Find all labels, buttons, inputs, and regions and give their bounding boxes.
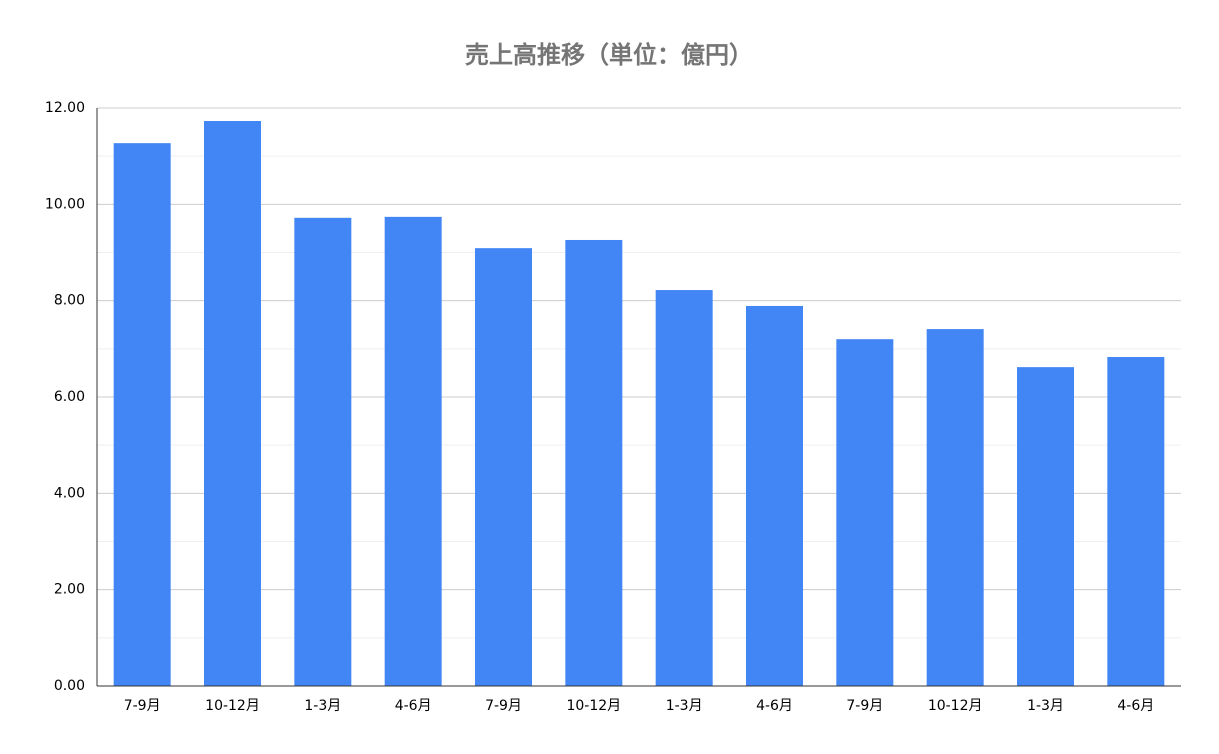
y-tick-label: 8.00: [54, 293, 85, 309]
bar: [475, 248, 532, 687]
x-tick-label: 1-3月: [1027, 698, 1064, 714]
y-tick-label: 10.00: [45, 196, 85, 212]
x-tick-label: 1-3月: [666, 698, 703, 714]
x-tick-label: 7-9月: [485, 698, 522, 714]
bar: [655, 290, 713, 686]
bar: [204, 121, 261, 686]
x-tick-label: 4-6月: [1117, 698, 1154, 714]
x-tick-label: 1-3月: [304, 698, 341, 714]
bar: [384, 216, 442, 686]
x-tick-label: 10-12月: [566, 698, 621, 714]
x-tick-label: 4-6月: [756, 698, 793, 714]
bar: [926, 329, 984, 686]
x-tick-label: 7-9月: [846, 698, 883, 714]
x-tick-label: 10-12月: [205, 698, 260, 714]
bar: [1017, 367, 1074, 686]
y-tick-label: 2.00: [54, 582, 85, 598]
x-tick-label: 4-6月: [395, 698, 432, 714]
bar: [1107, 357, 1165, 686]
y-tick-label: 6.00: [54, 389, 85, 405]
y-tick-label: 0.00: [54, 678, 85, 694]
y-tick-label: 12.00: [45, 100, 85, 116]
bar: [565, 239, 623, 686]
bar: [294, 217, 352, 686]
chart-title: 売上高推移（単位：億円）: [465, 41, 753, 69]
bar: [836, 339, 894, 686]
bar: [113, 143, 171, 686]
x-tick-label: 10-12月: [928, 698, 983, 714]
x-tick-label: 7-9月: [124, 698, 161, 714]
bar: [746, 305, 803, 686]
y-tick-label: 4.00: [54, 485, 85, 501]
